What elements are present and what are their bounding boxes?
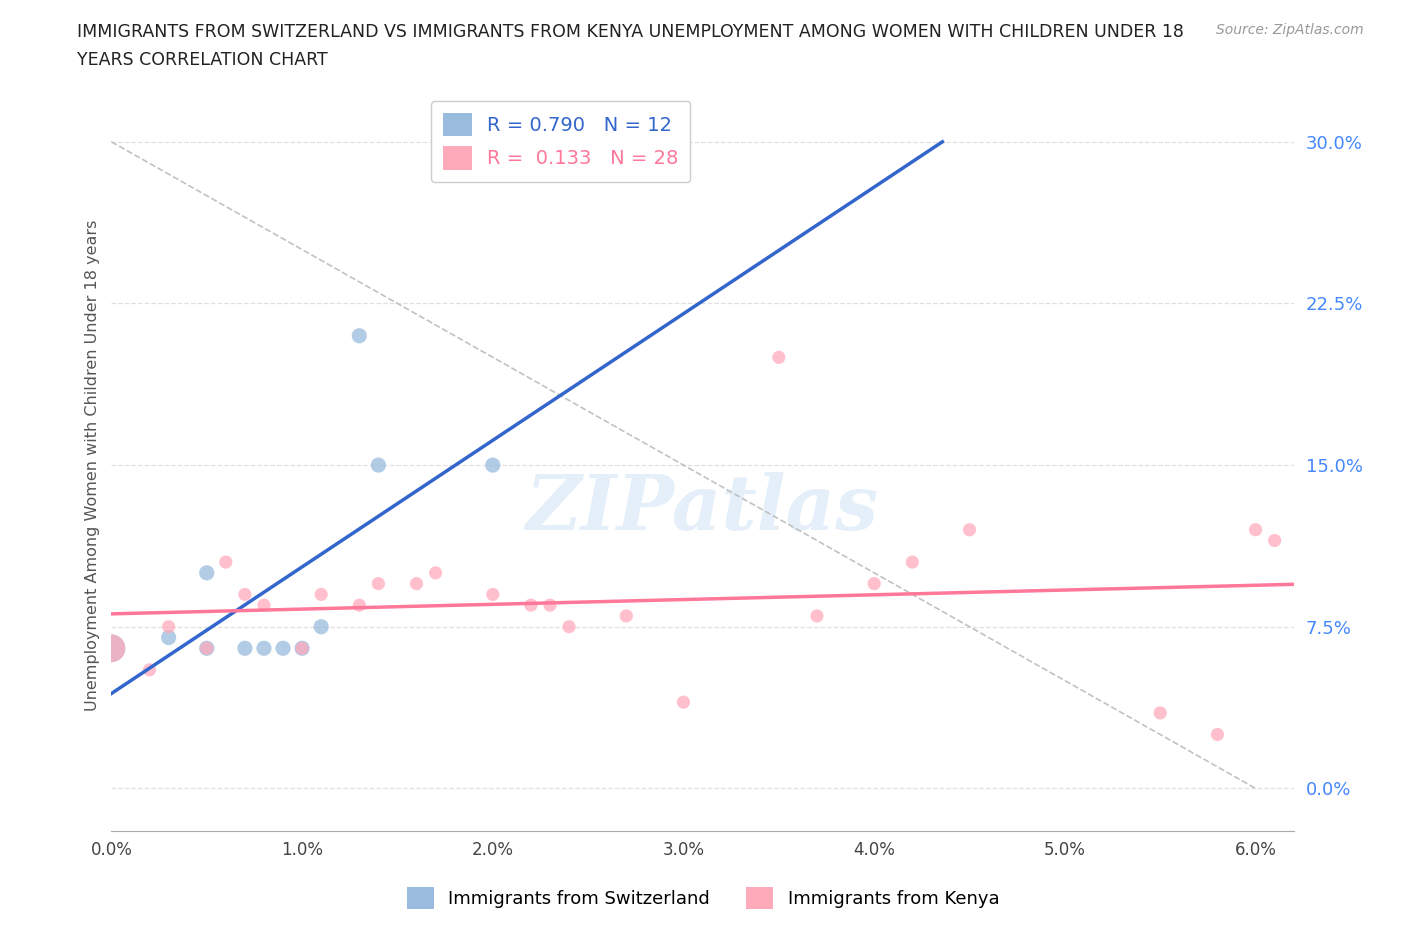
Point [157,619,180,634]
Point [806,608,828,623]
Point [367,577,389,591]
Point [253,641,276,656]
Point [349,598,371,613]
Point [309,587,332,602]
Point [672,695,695,710]
Point [558,619,581,634]
Point [100,641,122,656]
Point [1244,523,1267,538]
Point [405,577,427,591]
Y-axis label: Unemployment Among Women with Children Under 18 years: Unemployment Among Women with Children U… [86,219,100,711]
Legend: R = 0.790   N = 12, R =  0.133   N = 28: R = 0.790 N = 12, R = 0.133 N = 28 [432,101,690,181]
Point [100,641,122,656]
Point [1206,727,1229,742]
Point [215,554,238,569]
Point [959,523,981,538]
Point [863,577,886,591]
Point [138,662,160,677]
Point [291,641,314,656]
Point [253,598,276,613]
Point [481,587,503,602]
Point [271,641,294,656]
Point [481,458,503,472]
Point [349,328,371,343]
Point [195,565,218,580]
Point [309,619,332,634]
Point [195,641,218,656]
Point [768,350,790,365]
Point [367,458,389,472]
Point [538,598,561,613]
Point [195,641,218,656]
Point [1264,533,1286,548]
Text: ZIPatlas: ZIPatlas [526,472,879,546]
Point [520,598,543,613]
Text: Source: ZipAtlas.com: Source: ZipAtlas.com [1216,23,1364,37]
Point [233,587,256,602]
Text: YEARS CORRELATION CHART: YEARS CORRELATION CHART [77,51,328,69]
Point [1149,706,1171,721]
Point [291,641,314,656]
Point [614,608,637,623]
Point [157,630,180,644]
Point [901,554,924,569]
Point [233,641,256,656]
Legend: Immigrants from Switzerland, Immigrants from Kenya: Immigrants from Switzerland, Immigrants … [399,880,1007,916]
Text: IMMIGRANTS FROM SWITZERLAND VS IMMIGRANTS FROM KENYA UNEMPLOYMENT AMONG WOMEN WI: IMMIGRANTS FROM SWITZERLAND VS IMMIGRANT… [77,23,1184,41]
Point [425,565,447,580]
